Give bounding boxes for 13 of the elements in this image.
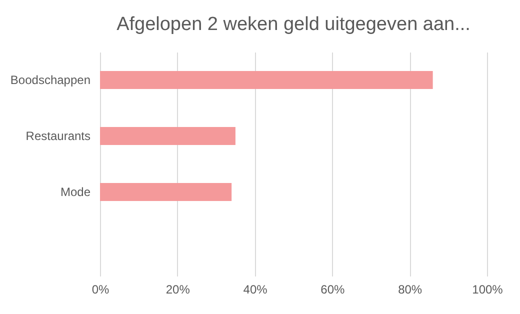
x-tick-label: 80%	[398, 282, 422, 296]
bar	[100, 183, 232, 201]
y-tick-label: Restaurants	[26, 129, 90, 143]
x-tick-label: 0%	[92, 282, 110, 296]
x-tick-label: 40%	[243, 282, 268, 296]
x-tick-label: 20%	[166, 282, 190, 296]
x-tick-label: 100%	[472, 282, 504, 296]
y-tick-label: Mode	[60, 185, 91, 199]
bar	[100, 127, 236, 145]
x-tick-label: 60%	[320, 282, 346, 296]
chart-title: Afgelopen 2 weken geld uitgegeven aan...	[116, 14, 470, 35]
y-tick-label: Boodschappen	[10, 73, 90, 87]
bar	[100, 71, 433, 89]
